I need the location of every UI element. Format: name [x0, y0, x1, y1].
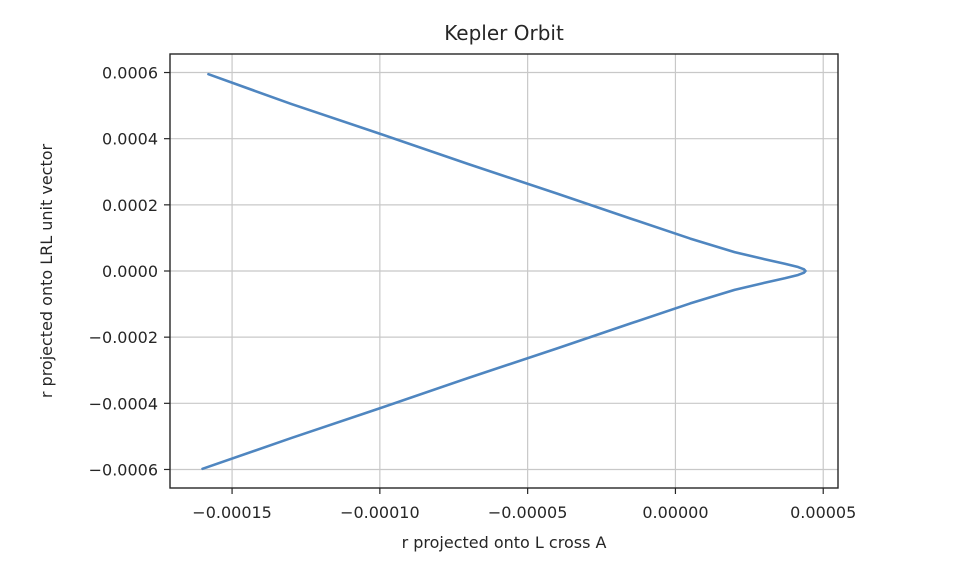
x-axis-label: r projected onto L cross A	[402, 533, 607, 552]
plot-area	[201, 72, 807, 471]
x-tick-label: 0.00000	[642, 503, 708, 522]
y-tick-label: 0.0000	[102, 262, 158, 281]
grid	[170, 54, 838, 488]
x-tick-label: 0.00005	[790, 503, 856, 522]
orbit-series-line	[201, 72, 807, 471]
y-tick-label: −0.0004	[89, 394, 158, 413]
y-tick-label: 0.0002	[102, 196, 158, 215]
x-tick-label: −0.00005	[488, 503, 568, 522]
chart-title: Kepler Orbit	[444, 21, 564, 45]
x-tick-labels: −0.00015 −0.00010 −0.00005 0.00000 0.00005	[192, 503, 856, 522]
y-axis-label: r projected onto LRL unit vector	[37, 143, 56, 398]
tick-marks	[164, 71, 824, 494]
x-tick-label: −0.00015	[192, 503, 272, 522]
y-tick-labels: 0.0006 0.0004 0.0002 0.0000 −0.0002 −0.0004 −0…	[89, 64, 158, 480]
y-tick-label: −0.0006	[89, 460, 158, 479]
y-tick-label: 0.0006	[102, 64, 158, 83]
x-tick-label: −0.00010	[340, 503, 420, 522]
y-tick-label: −0.0002	[89, 328, 158, 347]
y-tick-label: 0.0004	[102, 130, 158, 149]
